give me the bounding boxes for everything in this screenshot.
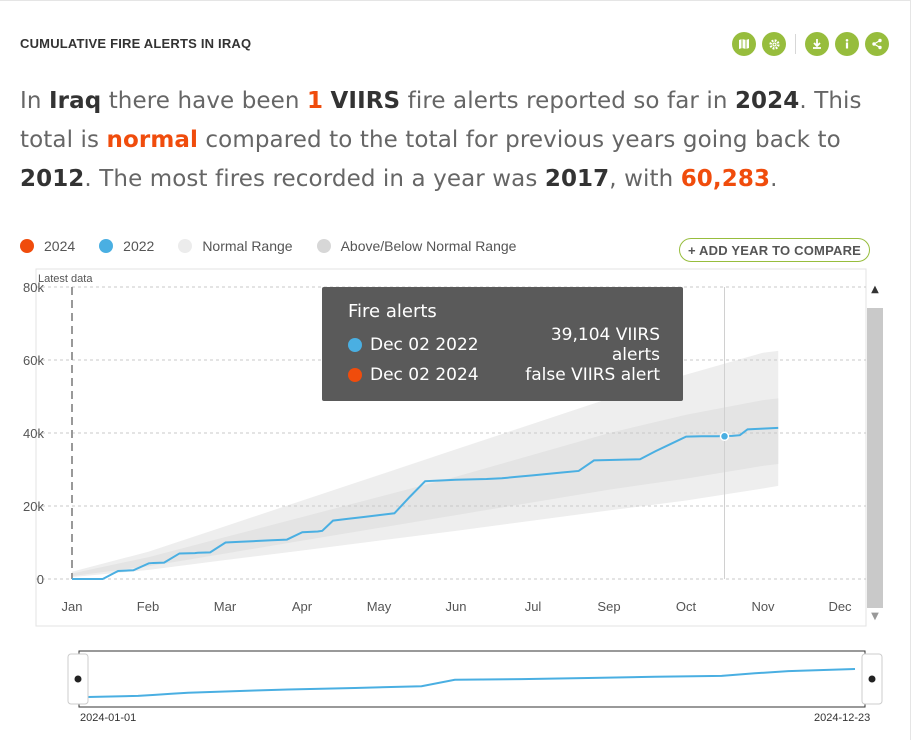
toolbar-divider [795, 34, 796, 54]
legend-dot-2024 [20, 239, 34, 253]
legend-item-normal-range[interactable]: Normal Range [178, 238, 293, 254]
scroll-down-icon[interactable]: ▼ [871, 611, 879, 622]
widget-toolbar [732, 32, 889, 56]
legend-item-2022[interactable]: 2022 [99, 238, 154, 254]
summary-sentence: In Iraq there have been 1 VIIRS fire ale… [20, 88, 862, 192]
tooltip-dot-2022 [348, 338, 362, 352]
brush-end-label: 2024-12-23 [814, 712, 871, 724]
max-year: 2017 [544, 166, 610, 192]
scroll-up-icon[interactable]: ▲ [871, 284, 879, 295]
status-label: normal [106, 127, 198, 153]
widget-title: CUMULATIVE FIRE ALERTS IN IRAQ [20, 36, 252, 51]
chart-legend: 2024 2022 Normal Range Above/Below Norma… [20, 238, 540, 254]
current-year: 2024 [734, 88, 800, 114]
download-icon[interactable] [805, 32, 829, 56]
legend-dot-outer-range [316, 239, 331, 253]
tooltip-date: Dec 02 2024 [370, 365, 479, 385]
data-source: VIIRS [330, 88, 401, 114]
tooltip-value: false VIIRS alert [525, 365, 660, 385]
tooltip-dot-2024 [348, 368, 362, 382]
alert-count: 1 [306, 88, 324, 114]
tooltip-date: Dec 02 2022 [370, 335, 479, 355]
start-year: 2012 [20, 166, 85, 192]
tooltip-title: Fire alerts [348, 301, 437, 322]
legend-dot-normal-range [178, 239, 193, 253]
brush-start-label: 2024-01-01 [80, 712, 137, 724]
info-icon[interactable] [835, 32, 859, 56]
share-icon[interactable] [865, 32, 889, 56]
map-icon[interactable] [732, 32, 756, 56]
country-name: Iraq [48, 88, 102, 114]
max-count: 60,283 [680, 166, 771, 192]
tooltip-value: 39,104 VIIRS alerts [550, 325, 660, 365]
legend-item-2024[interactable]: 2024 [20, 238, 75, 254]
legend-item-outer-range[interactable]: Above/Below Normal Range [316, 238, 516, 254]
settings-icon[interactable] [762, 32, 786, 56]
chart-tooltip: Fire alerts Dec 02 2022 39,104 VIIRS ale… [322, 287, 683, 401]
legend-dot-2022 [99, 239, 114, 253]
tooltip-row-2024: Dec 02 2024 false VIIRS alert [348, 360, 683, 390]
chart-scrollbar-thumb[interactable] [867, 308, 883, 608]
tooltip-row-2022: Dec 02 2022 39,104 VIIRS alerts [348, 325, 683, 365]
add-year-button[interactable]: + ADD YEAR TO COMPARE [679, 238, 870, 262]
